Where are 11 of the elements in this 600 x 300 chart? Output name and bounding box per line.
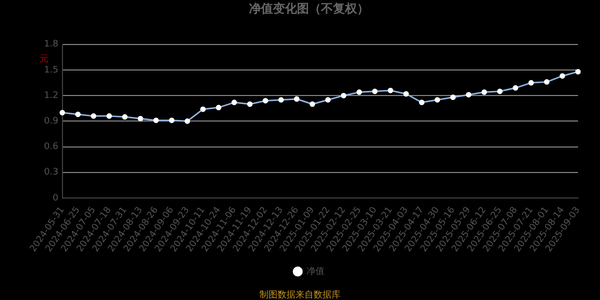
y-tick-label: 1.8: [44, 40, 59, 50]
chart-title: 净值变化图（不复权）: [249, 1, 369, 16]
y-tick-label: 0.3: [44, 168, 58, 178]
y-tick-label: 0: [52, 193, 59, 204]
y-tick-label: 0.6: [44, 142, 59, 152]
y-tick-label: 0.9: [44, 116, 59, 127]
legend-label: 净值: [306, 266, 324, 277]
y-tick-label: 1.2: [44, 90, 58, 101]
y-axis-title: 元: [39, 54, 48, 65]
y-tick-label: 1.5: [44, 65, 58, 76]
text: 制图数据来自数据库: [260, 289, 340, 300]
